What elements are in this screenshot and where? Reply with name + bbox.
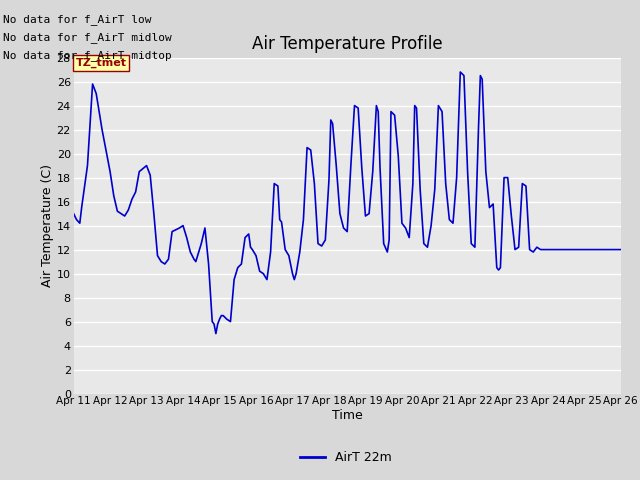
X-axis label: Time: Time: [332, 409, 363, 422]
Text: No data for f_AirT low: No data for f_AirT low: [3, 13, 152, 24]
Y-axis label: Air Temperature (C): Air Temperature (C): [41, 164, 54, 287]
Text: No data for f_AirT midlow: No data for f_AirT midlow: [3, 32, 172, 43]
Title: Air Temperature Profile: Air Temperature Profile: [252, 35, 442, 53]
Legend: AirT 22m: AirT 22m: [295, 446, 396, 469]
Text: TZ_tmet: TZ_tmet: [76, 58, 127, 68]
Text: No data for f_AirT midtop: No data for f_AirT midtop: [3, 50, 172, 61]
